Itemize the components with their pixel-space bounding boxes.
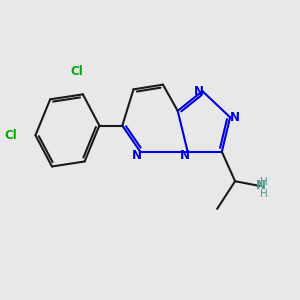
Text: N: N <box>256 179 266 192</box>
Text: N: N <box>132 148 142 161</box>
Text: H: H <box>260 176 268 187</box>
Text: Cl: Cl <box>70 65 83 78</box>
Text: N: N <box>179 148 190 161</box>
Text: N: N <box>230 111 240 124</box>
Text: H: H <box>260 189 268 199</box>
Text: N: N <box>194 85 204 98</box>
Text: Cl: Cl <box>4 129 17 142</box>
